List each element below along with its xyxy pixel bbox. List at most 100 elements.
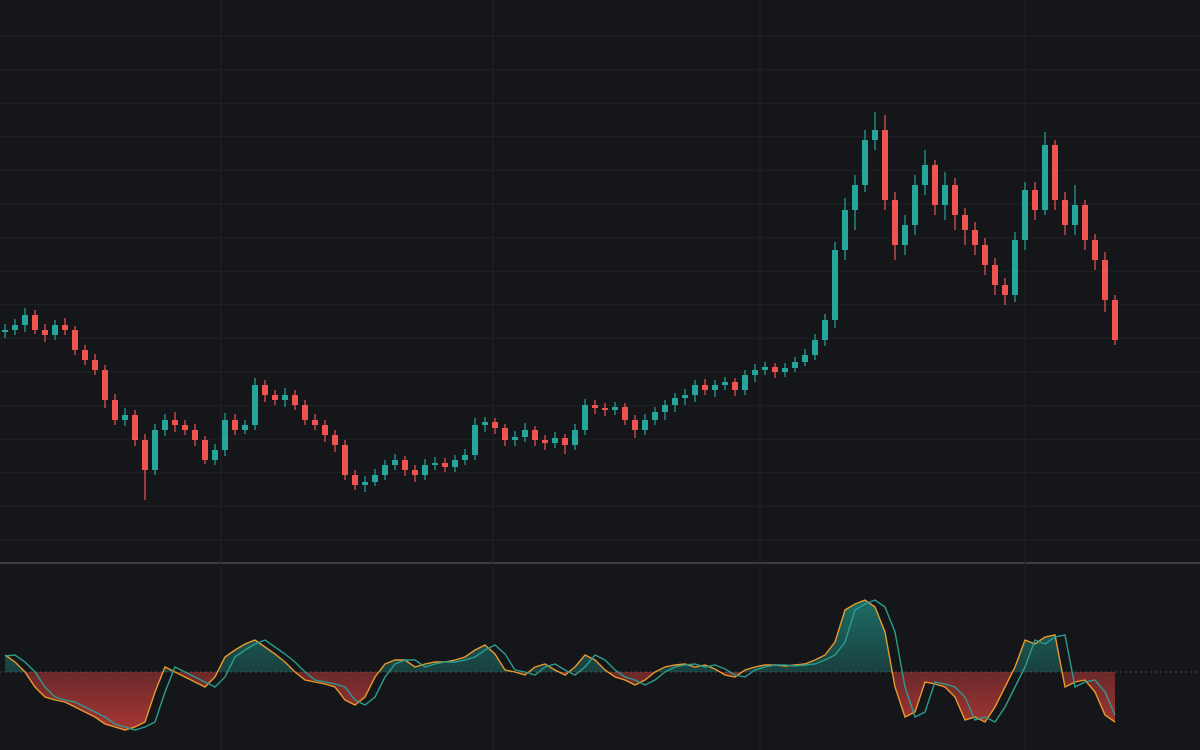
candle-body (522, 430, 528, 437)
candle-body (852, 185, 858, 210)
candle-body (1052, 145, 1058, 200)
candle-body (12, 325, 18, 330)
indicator-line (4, 599, 1116, 731)
candle-body (542, 440, 548, 443)
candle-body (402, 460, 408, 470)
candle-body (232, 420, 238, 430)
candle-body (502, 428, 508, 440)
candle-body (672, 398, 678, 405)
candle-body (952, 185, 958, 215)
candle-body (1042, 145, 1048, 210)
candle-body (422, 465, 428, 475)
candle-body (172, 420, 178, 425)
candle-body (552, 438, 558, 443)
candle-body (572, 430, 578, 445)
candle-body (1082, 205, 1088, 240)
candle-body (202, 440, 208, 460)
candle-body (1092, 240, 1098, 260)
candle-body (882, 130, 888, 200)
candle-body (532, 430, 538, 440)
candle-body (142, 440, 148, 470)
candle-body (322, 425, 328, 435)
candle-body (362, 482, 368, 485)
candle-body (662, 405, 668, 412)
candle-body (642, 420, 648, 430)
candle-body (792, 362, 798, 368)
candle-body (162, 420, 168, 430)
candle-body (102, 370, 108, 400)
candle-body (652, 412, 658, 420)
candle-body (62, 325, 68, 330)
candle-body (2, 330, 8, 332)
candle-body (392, 460, 398, 465)
candle-body (222, 420, 228, 450)
candle-body (302, 405, 308, 420)
candle-body (1002, 285, 1008, 295)
candle-body (762, 367, 768, 370)
candle-body (722, 382, 728, 385)
candle-body (742, 375, 748, 390)
candle-body (352, 475, 358, 485)
candle-body (72, 330, 78, 350)
candle-body (1112, 300, 1118, 340)
candle-body (432, 463, 438, 465)
candle-body (872, 130, 878, 140)
candle-body (782, 368, 788, 372)
candle-body (932, 165, 938, 205)
candle-body (592, 405, 598, 408)
candle-body (22, 315, 28, 325)
candle-body (812, 340, 818, 355)
candle-body (802, 355, 808, 362)
candle-body (82, 350, 88, 360)
candle-body (452, 460, 458, 467)
candle-body (92, 360, 98, 370)
candle-body (32, 315, 38, 330)
candle-body (332, 435, 338, 445)
candle-body (282, 395, 288, 400)
candle-body (292, 395, 298, 405)
candle-body (342, 445, 348, 475)
candle-body (472, 425, 478, 455)
candle-body (732, 382, 738, 390)
candle-body (192, 430, 198, 440)
candle-body (602, 408, 608, 410)
candle-body (942, 185, 948, 205)
candle-body (682, 395, 688, 398)
candle-body (152, 430, 158, 470)
area-positive (5, 600, 1115, 672)
candle-body (262, 385, 268, 395)
candle-body (632, 420, 638, 430)
candle-body (992, 265, 998, 285)
candle-body (412, 470, 418, 475)
candle-body (462, 455, 468, 460)
candle-body (442, 463, 448, 467)
candle-body (132, 415, 138, 440)
candle-body (312, 420, 318, 425)
indicator-line (4, 599, 1116, 731)
candle-body (972, 230, 978, 245)
candle-body (1022, 190, 1028, 240)
candle-body (1032, 190, 1038, 210)
candle-body (122, 415, 128, 420)
candle-body (692, 385, 698, 395)
candle-body (862, 140, 868, 185)
candle-body (182, 425, 188, 430)
candle-body (842, 210, 848, 250)
candle-body (912, 185, 918, 225)
candle-body (702, 385, 708, 390)
candle-body (1072, 205, 1078, 225)
candle-body (112, 400, 118, 420)
candle-body (922, 165, 928, 185)
candle-body (252, 385, 258, 425)
candle-body (622, 407, 628, 420)
candle-body (962, 215, 968, 230)
candle-body (272, 395, 278, 400)
candle-body (372, 475, 378, 482)
candle-body (242, 425, 248, 430)
candle-body (1102, 260, 1108, 300)
candle-body (752, 370, 758, 375)
candle-body (772, 367, 778, 372)
